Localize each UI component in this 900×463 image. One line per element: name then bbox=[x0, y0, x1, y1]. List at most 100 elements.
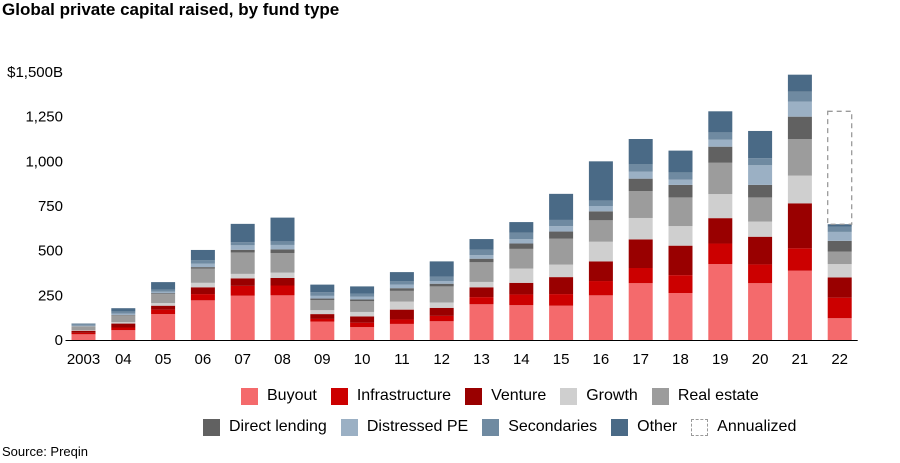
bar-segment bbox=[389, 281, 414, 285]
bar-segment bbox=[748, 165, 773, 185]
legend-swatch bbox=[330, 387, 348, 405]
bar-segment bbox=[588, 161, 613, 201]
x-tick-label: 04 bbox=[115, 351, 132, 368]
bar-segment bbox=[270, 241, 295, 245]
bar-segment bbox=[151, 294, 176, 304]
bar-segment bbox=[270, 272, 295, 279]
y-tick-label: 250 bbox=[38, 287, 63, 304]
bar-segment bbox=[429, 321, 454, 340]
bar-segment bbox=[469, 297, 494, 305]
legend-item: Growth bbox=[560, 387, 638, 405]
x-tick-label: 14 bbox=[513, 351, 530, 368]
bar-segment bbox=[469, 281, 494, 288]
bar-segment bbox=[748, 130, 773, 159]
bar-segment bbox=[628, 283, 653, 340]
bar-segment bbox=[588, 200, 613, 206]
x-tick-label: 17 bbox=[632, 351, 649, 368]
bar-segment bbox=[549, 226, 574, 232]
legend-swatch bbox=[465, 387, 483, 405]
bar-segment bbox=[71, 323, 96, 325]
legend-label: Growth bbox=[586, 387, 638, 404]
bar-segment bbox=[628, 178, 653, 192]
x-tick-label: 21 bbox=[792, 351, 809, 368]
bar-segment bbox=[190, 268, 215, 283]
bar-segment bbox=[71, 330, 96, 331]
bar-segment bbox=[628, 164, 653, 172]
bar-segment bbox=[230, 242, 255, 246]
legend-item: Annualized bbox=[691, 418, 796, 436]
bar-segment bbox=[748, 283, 773, 340]
bar-segment bbox=[111, 330, 136, 340]
bar-segment bbox=[230, 278, 255, 286]
bar-segment bbox=[708, 146, 733, 163]
bar-segment bbox=[748, 236, 773, 265]
bar-segment bbox=[787, 116, 812, 139]
bar-segment bbox=[151, 305, 176, 310]
bar-segment bbox=[509, 239, 534, 244]
bar-segment bbox=[668, 172, 693, 180]
bar-segment bbox=[748, 264, 773, 284]
annualized-bar-outline bbox=[827, 110, 853, 225]
bar-segment bbox=[389, 284, 414, 289]
legend-swatch bbox=[691, 418, 709, 436]
bar-segment bbox=[71, 326, 96, 331]
bar-segment bbox=[270, 217, 295, 242]
bar-segment bbox=[509, 248, 534, 269]
bar-segment bbox=[389, 288, 414, 291]
chart-title: Global private capital raised, by fund t… bbox=[2, 0, 340, 19]
bar-segment bbox=[151, 282, 176, 290]
bar-segment bbox=[111, 323, 136, 328]
bar-segment bbox=[827, 231, 852, 241]
legend-item: Buyout bbox=[241, 387, 317, 405]
bar-segment bbox=[549, 193, 574, 220]
bar-segment bbox=[628, 139, 653, 165]
bar-segment bbox=[71, 334, 96, 340]
bar-segment bbox=[588, 281, 613, 296]
bar-segment bbox=[429, 261, 454, 277]
legend-item: Distressed PE bbox=[340, 418, 468, 436]
x-tick-label: 08 bbox=[274, 351, 291, 368]
bar-segment bbox=[827, 226, 852, 232]
bar-segment bbox=[429, 286, 454, 303]
legend-item: Direct lending bbox=[203, 418, 327, 436]
bar-segment bbox=[549, 264, 574, 278]
bar-segment bbox=[429, 276, 454, 282]
x-tick-label: 13 bbox=[473, 351, 490, 368]
legend-swatch bbox=[203, 418, 220, 436]
bar-segment bbox=[230, 252, 255, 274]
bar-segment bbox=[190, 287, 215, 295]
x-tick-label: 11 bbox=[394, 351, 410, 368]
bar-segment bbox=[509, 294, 534, 306]
bar-segment bbox=[827, 224, 852, 227]
bar-segment bbox=[151, 314, 176, 340]
bar-segment bbox=[350, 299, 375, 302]
bar-segment bbox=[708, 218, 733, 244]
bar-segment bbox=[708, 139, 733, 147]
legend-item: Secondaries bbox=[482, 418, 597, 436]
bar-segment bbox=[190, 300, 215, 340]
bar-segment bbox=[748, 197, 773, 222]
bar-segment bbox=[509, 282, 534, 295]
bar-segment bbox=[230, 223, 255, 243]
bar-segment bbox=[628, 267, 653, 284]
bar-segment bbox=[190, 260, 215, 264]
bar-segment bbox=[509, 305, 534, 340]
bar-segment bbox=[429, 315, 454, 322]
x-tick-label: 07 bbox=[234, 351, 251, 368]
bar-segment bbox=[549, 219, 574, 227]
bar-segment bbox=[429, 302, 454, 308]
legend-row-2: Direct lending Distressed PE Secondaries Ot… bbox=[203, 418, 810, 436]
bar-segment bbox=[71, 332, 96, 335]
bar-segment bbox=[668, 150, 693, 173]
bar-segment bbox=[588, 241, 613, 262]
y-tick-label: 750 bbox=[38, 198, 63, 215]
bar-segment bbox=[71, 324, 96, 326]
bar-segment bbox=[588, 220, 613, 242]
bar-segment bbox=[469, 249, 494, 256]
legend-label: Other bbox=[637, 418, 678, 435]
bar-segment bbox=[310, 295, 335, 299]
bar-segment bbox=[787, 101, 812, 117]
bar-segment bbox=[111, 308, 136, 312]
bar-segment bbox=[827, 318, 852, 340]
bar-segment bbox=[190, 282, 215, 288]
